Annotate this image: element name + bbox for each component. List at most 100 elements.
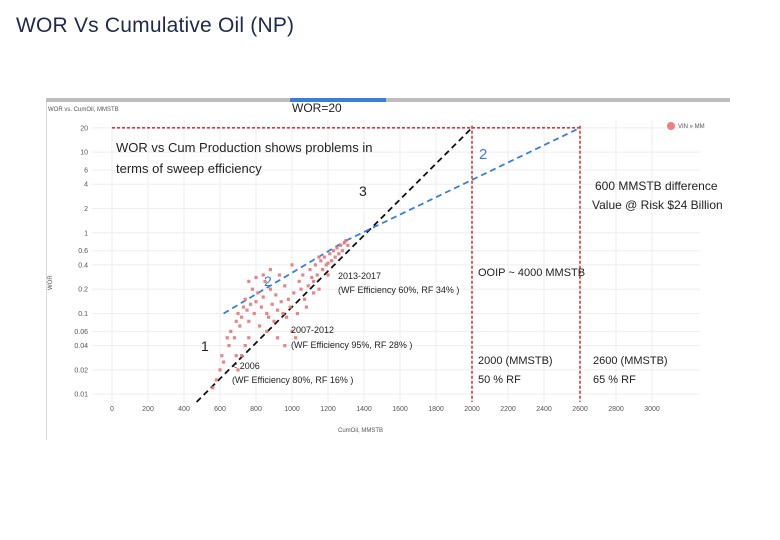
data-point [245, 308, 249, 312]
data-point [286, 297, 290, 301]
data-point [247, 336, 251, 340]
data-point [301, 273, 305, 277]
chart-top-rule [46, 98, 730, 102]
data-point [247, 279, 251, 283]
data-point [312, 279, 316, 283]
data-point [283, 344, 287, 348]
y-tick-label: 0.06 [74, 329, 88, 336]
slide-title: WOR Vs Cumulative Oil (NP) [16, 14, 295, 37]
data-point [236, 368, 240, 372]
data-point [306, 284, 310, 288]
x-tick-label: 800 [250, 406, 262, 413]
data-point [303, 297, 307, 301]
x-tick-label: 2800 [608, 406, 624, 413]
y-tick-label: 20 [80, 125, 88, 132]
tick-labels: 0 200 400 600 800 1000 1200 1400 1600 1800 2000 220… [74, 125, 660, 413]
data-point [339, 243, 343, 247]
x-tick-label: 2400 [536, 406, 552, 413]
x-tick-label: 0 [110, 406, 114, 413]
data-point [261, 273, 265, 277]
data-point [304, 305, 308, 309]
data-point [256, 291, 260, 295]
data-point [337, 252, 341, 256]
data-point [317, 287, 321, 291]
trend-line-blue [223, 239, 347, 315]
data-point [214, 378, 218, 382]
y-tick-label: 1 [84, 230, 88, 237]
data-point [249, 302, 253, 306]
data-point [263, 279, 267, 283]
trend-label-1: 1 [201, 338, 209, 354]
x-tick-label: 2200 [500, 406, 516, 413]
data-point [220, 354, 224, 358]
panel-title: WOR vs. CumOil, MMSTB [48, 107, 119, 113]
data-point [292, 291, 296, 295]
data-point [261, 295, 265, 299]
data-point [252, 311, 256, 316]
x-tick-label: 600 [214, 406, 226, 413]
data-point [225, 336, 229, 340]
data-point [270, 302, 274, 306]
data-point [342, 241, 346, 245]
x-tick-label: 3000 [644, 406, 660, 413]
chart-top-rule-accent [290, 98, 386, 102]
y-tick-label: 0.6 [78, 248, 88, 255]
x-tick-label: 2000 [464, 406, 480, 413]
data-point [333, 255, 337, 259]
data-point [243, 297, 247, 301]
data-point [254, 300, 258, 304]
data-point [321, 267, 325, 272]
data-point [268, 267, 272, 272]
data-point [312, 291, 316, 295]
data-point [322, 255, 326, 259]
data-point [229, 329, 233, 333]
rf65-percent-label: 65 % RF [593, 374, 636, 386]
data-point [211, 386, 215, 390]
data-point [267, 315, 271, 319]
difference-label: 600 MMSTB difference [595, 179, 718, 193]
period-2006-detail: (WF Efficiency 80%, RF 16% ) [232, 375, 353, 385]
y-axis-label: WOR [48, 275, 54, 290]
x-tick-label: 1000 [284, 406, 300, 413]
y-tick-label: 0.04 [74, 343, 88, 350]
grid-layer [92, 120, 700, 402]
x-tick-label: 1800 [428, 406, 444, 413]
data-point [340, 249, 344, 253]
data-point [234, 354, 238, 358]
data-point [276, 336, 280, 340]
data-point [232, 336, 236, 340]
data-point [240, 354, 244, 358]
legend-label: VIN » MM [678, 124, 705, 130]
data-point [346, 243, 350, 247]
y-tick-label: 2 [84, 206, 88, 213]
data-point [218, 368, 222, 372]
data-point [297, 279, 301, 283]
x-tick-label: 1400 [356, 406, 372, 413]
y-tick-label: 0.4 [78, 262, 88, 269]
data-point [285, 315, 289, 319]
data-point [288, 305, 292, 309]
rf50-percent-label: 50 % RF [478, 374, 521, 386]
ooip-label: OOIP ~ 4000 MMSTB [478, 267, 585, 279]
data-point [250, 287, 254, 291]
x-tick-label: 2600 [572, 406, 588, 413]
data-point [247, 319, 251, 323]
data-point [243, 344, 247, 348]
data-point [227, 344, 231, 348]
data-point [317, 255, 321, 259]
headline-line-2: terms of sweep efficiency [116, 161, 262, 176]
data-point [272, 319, 276, 323]
data-point [330, 259, 334, 263]
data-points [211, 239, 350, 390]
data-point [236, 311, 240, 316]
trend-line-blue [345, 127, 581, 242]
reference-lines [112, 125, 581, 402]
period-2007-detail: (WF Efficiency 95%, RF 28% ) [291, 340, 412, 350]
data-point [276, 308, 280, 312]
headline-line-1: WOR vs Cum Production shows problems in [116, 140, 372, 155]
data-point [281, 311, 285, 316]
data-point [319, 259, 323, 263]
chart-frame [46, 98, 731, 440]
legend-marker [667, 122, 675, 130]
data-point [240, 315, 244, 319]
